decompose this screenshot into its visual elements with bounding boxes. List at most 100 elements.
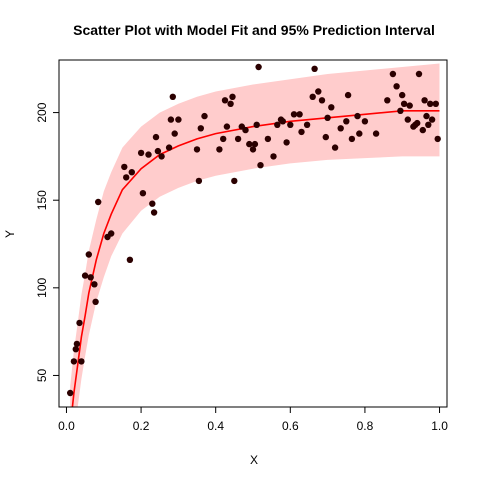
data-point: [171, 130, 178, 137]
data-point: [404, 116, 411, 123]
plot-content: [67, 63, 441, 407]
data-point: [165, 144, 173, 151]
data-point: [231, 177, 238, 185]
data-point: [296, 111, 303, 118]
data-point: [290, 111, 298, 118]
data-point: [223, 123, 231, 130]
y-tick-label: 100: [35, 277, 49, 297]
data-point: [128, 169, 135, 176]
prediction-interval-band: [70, 63, 440, 407]
x-tick-label: 0.4: [207, 419, 224, 433]
data-point: [139, 190, 147, 197]
data-point: [193, 146, 201, 153]
x-tick-label: 0.0: [58, 419, 75, 433]
data-point: [283, 139, 290, 146]
data-point: [389, 70, 397, 78]
data-point: [384, 97, 391, 104]
data-point: [356, 130, 363, 137]
data-point: [152, 133, 160, 141]
data-point: [432, 100, 439, 108]
data-point: [149, 200, 156, 207]
data-point: [150, 209, 158, 216]
data-point: [229, 93, 236, 101]
x-tick-label: 1.0: [431, 419, 448, 433]
data-point: [87, 274, 94, 281]
data-point: [270, 153, 277, 160]
data-point: [331, 144, 339, 151]
data-point: [158, 153, 165, 160]
data-point: [72, 346, 80, 353]
data-point: [234, 135, 242, 143]
data-point: [85, 251, 93, 258]
data-point: [397, 107, 404, 115]
data-point: [145, 151, 152, 158]
data-point: [92, 298, 99, 305]
data-point: [255, 63, 262, 71]
data-point: [81, 272, 89, 279]
data-point: [348, 135, 356, 143]
data-point: [123, 174, 130, 181]
data-point: [322, 133, 329, 141]
data-point: [95, 198, 102, 206]
data-point: [372, 130, 380, 137]
data-point: [318, 97, 326, 104]
data-point: [415, 70, 423, 78]
data-point: [249, 146, 257, 153]
data-point: [311, 65, 318, 73]
data-point: [399, 91, 406, 99]
data-point: [220, 135, 227, 143]
chart-title: Scatter Plot with Model Fit and 95% Pred…: [73, 22, 435, 38]
data-point: [221, 97, 229, 104]
y-tick-label: 150: [35, 190, 49, 210]
data-point: [70, 358, 78, 365]
data-point: [303, 121, 311, 128]
data-point: [154, 147, 162, 155]
x-tick-label: 0.6: [282, 419, 299, 433]
data-point: [425, 121, 432, 128]
x-tick-label: 0.8: [357, 419, 374, 433]
data-point: [242, 126, 249, 134]
data-point: [343, 118, 350, 125]
data-point: [428, 116, 436, 123]
data-point: [257, 162, 264, 169]
data-point: [73, 340, 81, 348]
x-axis: 0.0 0.2 0.4 0.6 0.8 1.0: [58, 407, 448, 433]
data-point: [287, 121, 294, 128]
data-point: [337, 125, 344, 132]
data-point: [344, 91, 352, 99]
x-axis-label: X: [250, 453, 258, 467]
plot-frame: [58, 59, 448, 408]
data-point: [298, 128, 305, 136]
data-point: [264, 135, 272, 143]
data-point: [91, 281, 98, 288]
data-point: [108, 230, 115, 237]
plot-area: [58, 59, 448, 408]
data-point: [361, 118, 369, 125]
data-point: [324, 114, 331, 122]
data-point: [169, 93, 176, 101]
data-point: [121, 163, 128, 171]
data-point: [197, 125, 204, 132]
model-fit-line: [71, 110, 440, 407]
data-point: [195, 177, 203, 185]
data-point: [419, 126, 426, 134]
data-point: [126, 256, 134, 263]
data-point: [309, 93, 316, 101]
data-point: [216, 146, 223, 153]
data-point: [76, 319, 83, 327]
data-point: [434, 135, 441, 143]
data-point: [393, 83, 400, 90]
x-tick-label: 0.2: [133, 419, 150, 433]
y-axis-label: Y: [3, 230, 17, 238]
y-tick-label: 200: [35, 102, 49, 122]
data-point: [400, 100, 408, 108]
data-point: [414, 119, 421, 127]
data-point: [67, 389, 74, 397]
data-point: [137, 149, 145, 157]
data-point: [274, 121, 281, 128]
data-point: [421, 97, 428, 104]
data-point: [279, 118, 286, 125]
data-point: [406, 102, 413, 109]
data-point: [251, 140, 259, 148]
